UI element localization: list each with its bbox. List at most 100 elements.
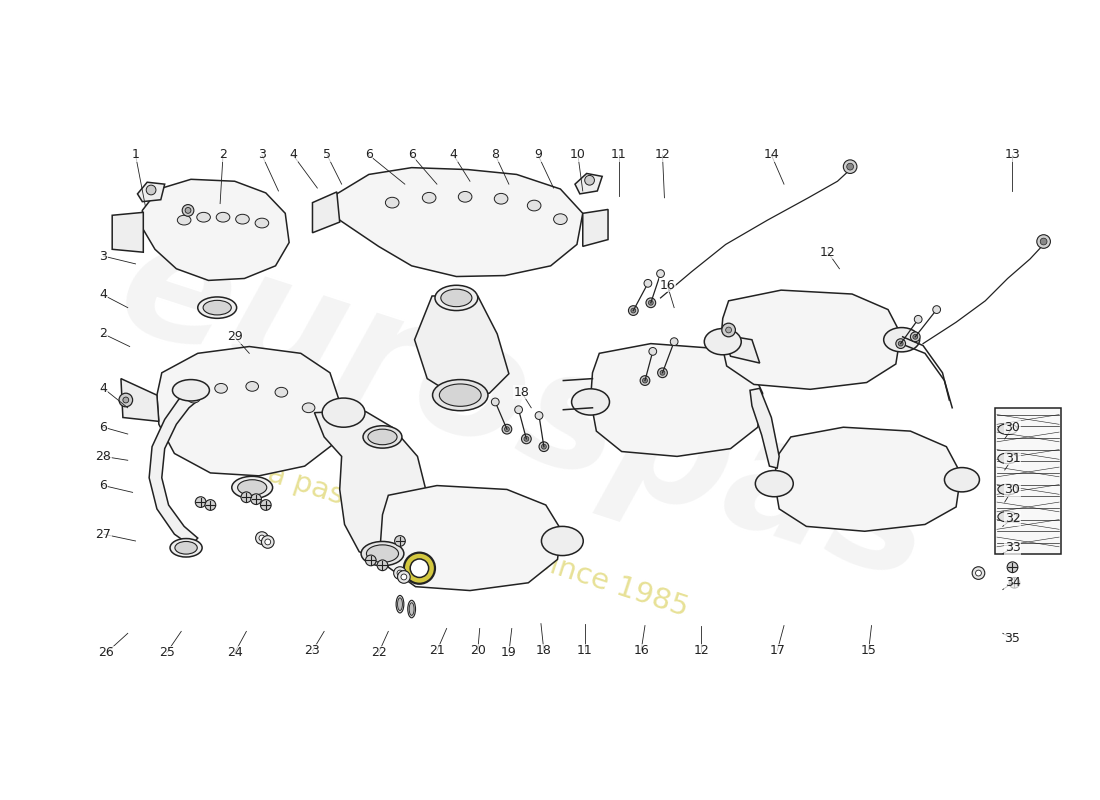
Ellipse shape — [998, 453, 1018, 464]
Circle shape — [377, 560, 388, 570]
Text: 27: 27 — [96, 528, 111, 541]
Circle shape — [972, 566, 984, 579]
Circle shape — [183, 205, 194, 216]
Circle shape — [649, 347, 657, 355]
Text: 22: 22 — [371, 646, 386, 659]
Polygon shape — [591, 344, 762, 456]
Circle shape — [541, 444, 547, 449]
Polygon shape — [774, 427, 961, 531]
Text: 5: 5 — [323, 149, 331, 162]
Ellipse shape — [238, 480, 267, 495]
Ellipse shape — [756, 470, 793, 497]
Circle shape — [670, 338, 678, 346]
Circle shape — [648, 300, 653, 306]
Circle shape — [1041, 238, 1047, 245]
Circle shape — [585, 175, 594, 185]
Polygon shape — [142, 179, 289, 281]
Text: 34: 34 — [1004, 576, 1021, 590]
Text: 18: 18 — [514, 386, 529, 398]
Text: 8: 8 — [492, 149, 499, 162]
Text: 28: 28 — [96, 450, 111, 463]
Ellipse shape — [527, 200, 541, 211]
Text: 3: 3 — [258, 149, 266, 162]
Text: 17: 17 — [769, 644, 785, 658]
Ellipse shape — [198, 297, 236, 318]
Polygon shape — [157, 346, 342, 476]
Circle shape — [251, 494, 262, 505]
Circle shape — [394, 566, 406, 579]
Ellipse shape — [363, 426, 402, 448]
Text: 12: 12 — [820, 246, 836, 258]
Circle shape — [660, 370, 664, 375]
Text: 16: 16 — [660, 278, 675, 292]
Circle shape — [502, 424, 512, 434]
Text: 6: 6 — [99, 479, 108, 492]
Circle shape — [241, 492, 252, 502]
Ellipse shape — [385, 198, 399, 208]
Circle shape — [642, 378, 648, 383]
Text: 26: 26 — [99, 646, 114, 659]
Ellipse shape — [408, 600, 416, 618]
Circle shape — [365, 555, 376, 566]
Circle shape — [492, 398, 499, 406]
Circle shape — [258, 535, 265, 541]
Ellipse shape — [170, 538, 202, 557]
Ellipse shape — [704, 329, 741, 354]
Text: 13: 13 — [1004, 149, 1021, 162]
Text: 15: 15 — [860, 644, 877, 658]
Polygon shape — [121, 378, 158, 422]
Ellipse shape — [998, 424, 1018, 434]
Circle shape — [640, 376, 650, 386]
Circle shape — [146, 185, 156, 195]
Circle shape — [524, 437, 529, 442]
Circle shape — [123, 397, 129, 403]
Text: 4: 4 — [99, 382, 108, 395]
Text: 29: 29 — [227, 330, 243, 343]
Ellipse shape — [434, 286, 477, 310]
Text: 10: 10 — [570, 149, 586, 162]
Ellipse shape — [396, 595, 404, 613]
Circle shape — [539, 442, 549, 451]
Ellipse shape — [255, 218, 268, 228]
Circle shape — [914, 315, 922, 323]
Circle shape — [911, 332, 920, 342]
Text: 2: 2 — [219, 149, 227, 162]
Circle shape — [395, 536, 405, 546]
Text: 3: 3 — [99, 250, 108, 262]
Text: 1: 1 — [132, 149, 140, 162]
Polygon shape — [312, 192, 340, 233]
Text: 30: 30 — [1004, 421, 1021, 434]
Circle shape — [402, 574, 407, 580]
Text: 9: 9 — [535, 149, 542, 162]
Circle shape — [397, 570, 410, 583]
Circle shape — [657, 270, 664, 278]
Circle shape — [899, 341, 903, 346]
Ellipse shape — [235, 214, 250, 224]
Circle shape — [505, 426, 509, 431]
Ellipse shape — [494, 194, 508, 204]
Ellipse shape — [214, 383, 228, 393]
Circle shape — [1009, 578, 1020, 588]
Circle shape — [913, 334, 917, 339]
Text: 12: 12 — [693, 644, 710, 658]
Circle shape — [628, 306, 638, 315]
Ellipse shape — [322, 398, 365, 427]
Text: 18: 18 — [536, 644, 552, 658]
Text: 2: 2 — [99, 327, 108, 340]
Ellipse shape — [410, 559, 429, 578]
Circle shape — [644, 279, 652, 287]
Ellipse shape — [361, 542, 404, 566]
Text: 32: 32 — [1004, 512, 1021, 525]
Ellipse shape — [275, 387, 288, 397]
Circle shape — [119, 393, 133, 407]
Text: 11: 11 — [610, 149, 627, 162]
Ellipse shape — [541, 526, 583, 555]
Ellipse shape — [367, 429, 397, 445]
Circle shape — [255, 532, 268, 544]
Ellipse shape — [197, 212, 210, 222]
Ellipse shape — [998, 484, 1018, 494]
Ellipse shape — [998, 511, 1018, 522]
Ellipse shape — [177, 215, 191, 225]
Polygon shape — [415, 296, 509, 398]
Ellipse shape — [175, 542, 197, 554]
